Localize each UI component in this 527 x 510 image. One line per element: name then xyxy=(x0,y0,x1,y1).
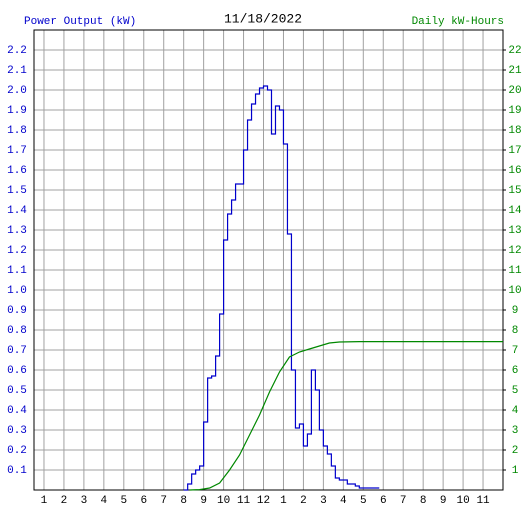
y-tick-label: 1.5 xyxy=(7,185,27,197)
x-tick-label: 5 xyxy=(121,495,128,507)
y2-axis-label: Daily kW-Hours xyxy=(412,16,504,28)
y-tick-label: 0.4 xyxy=(7,405,27,417)
y2-tick-label: 7 xyxy=(512,345,519,357)
y-tick-label: 2.1 xyxy=(7,65,27,77)
x-tick-label: 6 xyxy=(380,495,387,507)
x-tick-label: 4 xyxy=(340,495,347,507)
y-tick-label: 1.6 xyxy=(7,165,27,177)
y2-tick-label: 14 xyxy=(508,205,522,217)
y2-tick-label: 20 xyxy=(508,85,521,97)
y2-tick-label: 6 xyxy=(512,365,519,377)
y2-tick-label: 13 xyxy=(508,225,521,237)
y-tick-label: 1.9 xyxy=(7,105,27,117)
y2-tick-label: 22 xyxy=(508,45,521,57)
y2-tick-label: 16 xyxy=(508,165,521,177)
x-tick-label: 11 xyxy=(476,495,490,507)
y2-tick-label: 2 xyxy=(512,445,519,457)
y2-tick-label: 1 xyxy=(512,465,519,477)
y2-tick-label: 4 xyxy=(512,405,519,417)
y-axis-label: Power Output (kW) xyxy=(24,16,136,28)
x-tick-label: 8 xyxy=(420,495,427,507)
y2-tick-label: 3 xyxy=(512,425,519,437)
x-tick-label: 7 xyxy=(160,495,167,507)
y-tick-label: 2.2 xyxy=(7,45,27,57)
y2-tick-label: 15 xyxy=(508,185,521,197)
y2-tick-label: 5 xyxy=(512,385,519,397)
y2-tick-label: 11 xyxy=(508,265,522,277)
x-tick-label: 11 xyxy=(237,495,251,507)
y-tick-label: 1.4 xyxy=(7,205,27,217)
x-tick-label: 9 xyxy=(440,495,447,507)
y2-tick-label: 12 xyxy=(508,245,521,257)
y2-tick-label: 21 xyxy=(508,65,522,77)
y2-tick-label: 18 xyxy=(508,125,521,137)
y-tick-label: 2.0 xyxy=(7,85,27,97)
series-line xyxy=(183,85,380,491)
y2-tick-label: 8 xyxy=(512,325,519,337)
chart-title: 11/18/2022 xyxy=(224,11,302,26)
y2-tick-label: 9 xyxy=(512,305,519,317)
x-tick-label: 1 xyxy=(41,495,48,507)
series-line xyxy=(189,341,503,491)
y-tick-label: 0.9 xyxy=(7,305,27,317)
plot-border xyxy=(33,29,504,491)
y-tick-label: 0.8 xyxy=(7,325,27,337)
y-tick-label: 0.1 xyxy=(7,465,27,477)
x-tick-label: 7 xyxy=(400,495,407,507)
x-tick-label: 2 xyxy=(300,495,307,507)
x-tick-label: 4 xyxy=(101,495,108,507)
x-tick-label: 10 xyxy=(217,495,230,507)
y-tick-label: 1.7 xyxy=(7,145,27,157)
y-tick-label: 0.3 xyxy=(7,425,27,437)
x-tick-label: 9 xyxy=(200,495,207,507)
y2-tick-label: 17 xyxy=(508,145,521,157)
y-tick-label: 0.7 xyxy=(7,345,27,357)
y-tick-label: 1.1 xyxy=(7,265,27,277)
y2-tick-label: 10 xyxy=(508,285,521,297)
y-tick-label: 0.6 xyxy=(7,365,27,377)
x-tick-label: 3 xyxy=(320,495,327,507)
x-tick-label: 10 xyxy=(456,495,469,507)
x-tick-label: 8 xyxy=(180,495,187,507)
x-tick-label: 6 xyxy=(140,495,147,507)
y-tick-label: 0.2 xyxy=(7,445,27,457)
y-tick-label: 0.5 xyxy=(7,385,27,397)
x-tick-label: 3 xyxy=(81,495,88,507)
y-tick-label: 1.0 xyxy=(7,285,27,297)
x-tick-label: 1 xyxy=(280,495,287,507)
y2-tick-label: 19 xyxy=(508,105,521,117)
x-tick-label: 5 xyxy=(360,495,367,507)
y-tick-label: 1.8 xyxy=(7,125,27,137)
y-tick-label: 1.2 xyxy=(7,245,27,257)
x-tick-label: 2 xyxy=(61,495,68,507)
y-tick-label: 1.3 xyxy=(7,225,27,237)
x-tick-label: 12 xyxy=(257,495,270,507)
